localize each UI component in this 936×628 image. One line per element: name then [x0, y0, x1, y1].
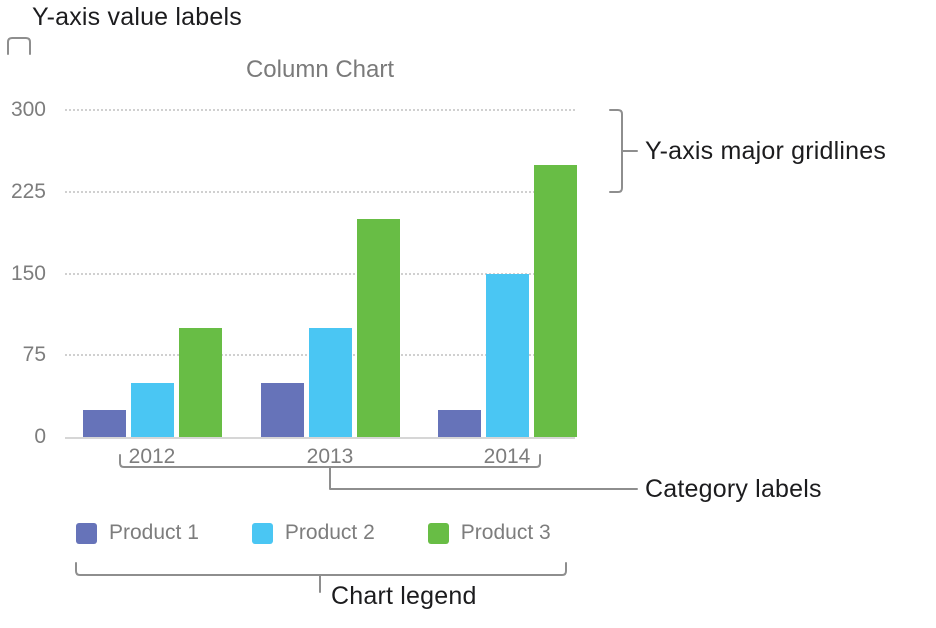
- bar-2014-product-2: [485, 273, 529, 437]
- y-axis-value-label: 150: [10, 261, 46, 285]
- bar-2012-product-1: [82, 409, 126, 437]
- y-major-gridline: [65, 190, 575, 193]
- legend-item: Product 2: [251, 521, 375, 545]
- y-axis-value-label: 300: [10, 98, 46, 121]
- legend-swatch: [427, 522, 449, 544]
- y-major-gridline: [65, 272, 575, 275]
- legend-swatch: [251, 522, 273, 544]
- category-label: 2014: [483, 445, 531, 468]
- legend-label: Product 2: [284, 521, 375, 544]
- bar-2013-product-3: [356, 219, 400, 437]
- y-major-gridline: [65, 109, 575, 111]
- category-label: 2012: [128, 445, 176, 468]
- legend-label: Product 3: [460, 521, 551, 544]
- bar-2013-product-2: [308, 328, 352, 437]
- callout-category-labels: Category labels: [645, 475, 822, 503]
- legend-item: Product 1: [76, 521, 199, 545]
- category-label: 2013: [306, 445, 354, 468]
- y-axis-value-label: 0: [34, 425, 46, 448]
- callout-y-axis-value-labels: Y-axis value labels: [32, 3, 242, 31]
- chart-title: Column Chart: [245, 56, 395, 83]
- x-axis-line: [65, 437, 575, 439]
- y-axis-value-label: 75: [22, 343, 46, 367]
- bar-2014-product-1: [437, 409, 481, 437]
- bar-2014-product-3: [533, 164, 577, 437]
- bar-2012-product-3: [178, 328, 222, 437]
- legend-item: Product 3: [427, 521, 551, 545]
- legend-label: Product 1: [109, 521, 199, 544]
- legend-swatch: [76, 522, 97, 544]
- callout-y-axis-major-gridlines: Y-axis major gridlines: [645, 137, 887, 165]
- chart-legend: Product 1 Product 2 Product 3: [76, 521, 551, 545]
- y-axis-value-label: 225: [10, 179, 46, 203]
- bar-2013-product-1: [260, 382, 304, 437]
- bar-2012-product-2: [130, 382, 174, 437]
